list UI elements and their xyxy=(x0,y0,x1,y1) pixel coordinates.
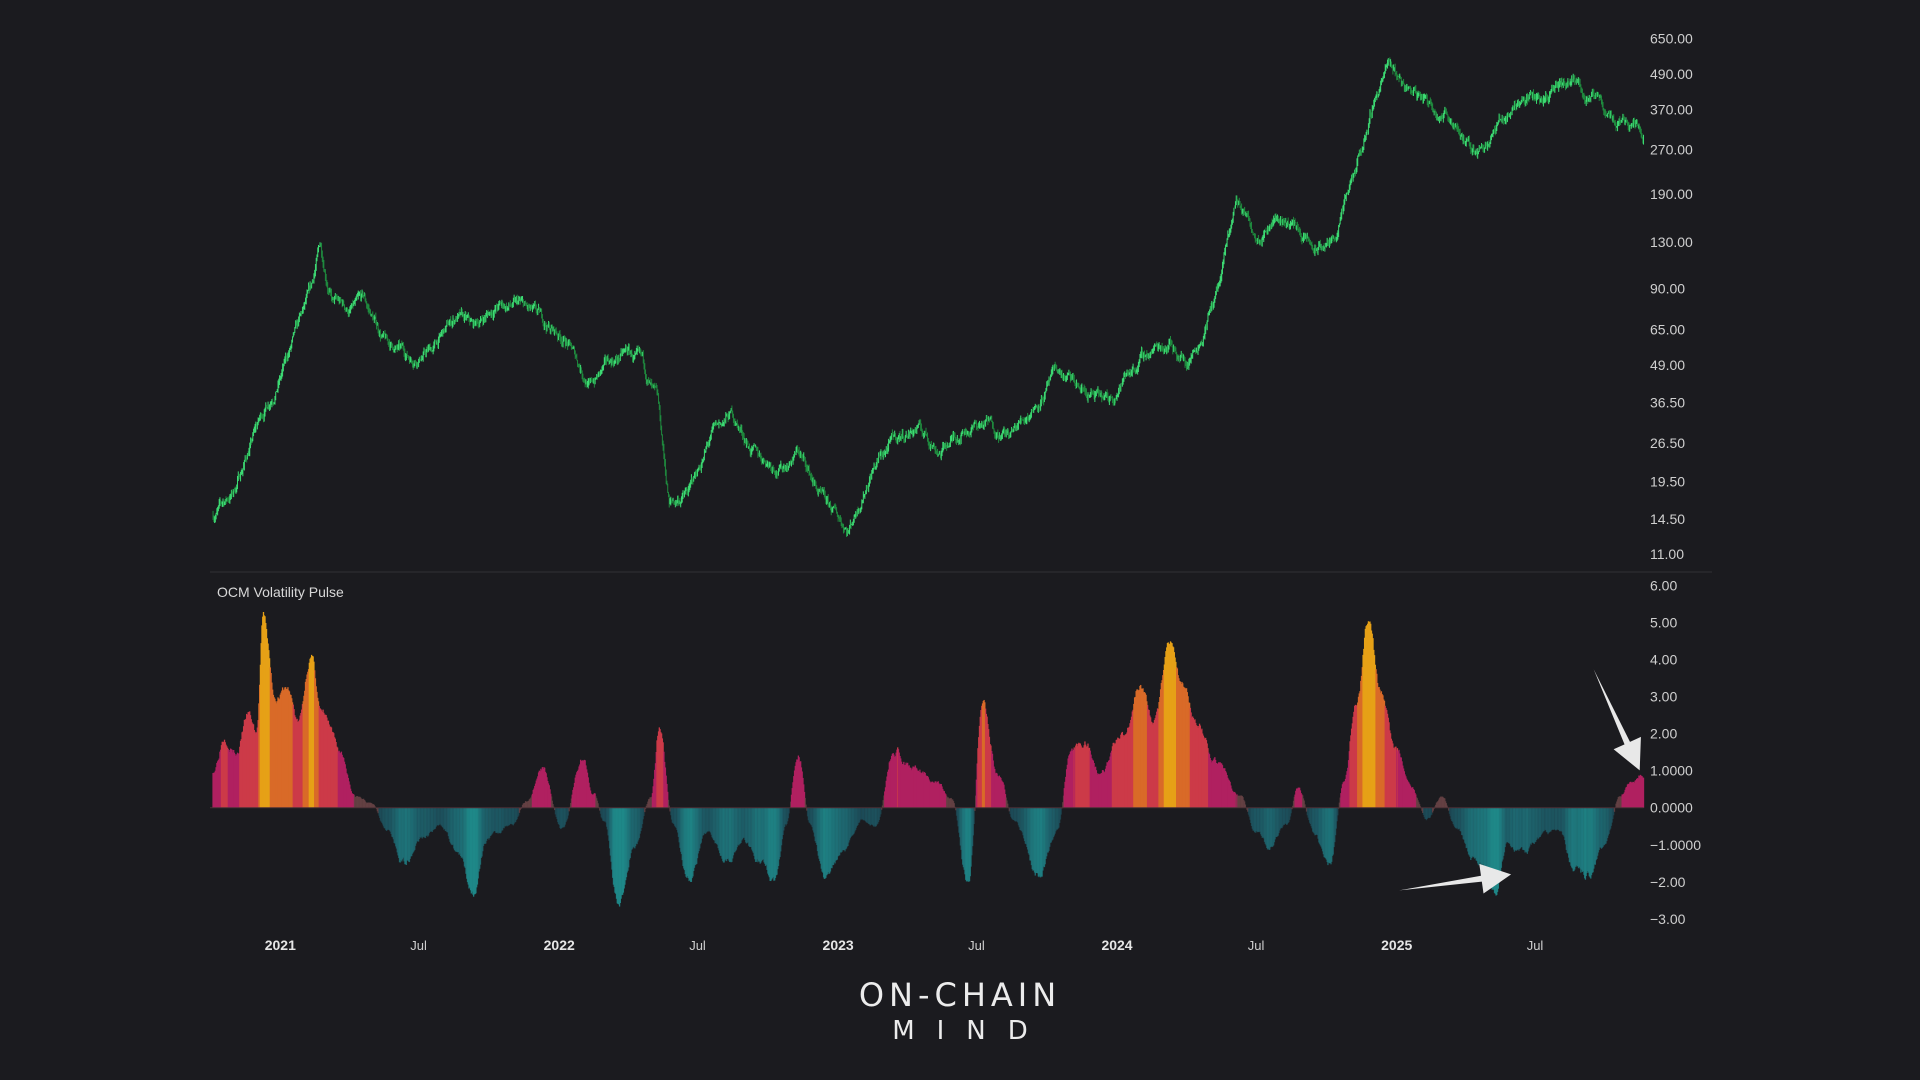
indicator-tick-label: −2.00 xyxy=(1650,874,1686,890)
indicator-tick-label: 2.00 xyxy=(1650,726,1677,742)
indicator-tick-label: −3.00 xyxy=(1650,911,1686,927)
indicator-tick-label: −1.0000 xyxy=(1650,837,1701,853)
arrow-right-icon xyxy=(1399,863,1512,894)
price-pane: 11.00 14.50 19.50 26.50 36.50 49.00 65.00 90.00… xyxy=(212,30,1693,562)
price-tick-label: 19.50 xyxy=(1650,474,1685,490)
indicator-tick-label: 4.00 xyxy=(1650,652,1677,668)
indicator-tick-label: 0.0000 xyxy=(1650,800,1693,816)
time-label-year: 2023 xyxy=(823,937,854,953)
indicator-tick-label: 6.00 xyxy=(1650,577,1677,593)
price-tick-label: 490.00 xyxy=(1650,66,1693,82)
time-label-month: Jul xyxy=(1527,938,1544,953)
indicator-title: OCM Volatility Pulse xyxy=(217,584,344,600)
price-tick-label: 130.00 xyxy=(1650,234,1693,250)
price-tick-label: 65.00 xyxy=(1650,321,1685,337)
time-label-month: Jul xyxy=(410,938,427,953)
time-axis: 2021 Jul 2022 Jul 2023 Jul 2024 Jul 2025 Jul xyxy=(265,937,1544,953)
price-tick-label: 14.50 xyxy=(1650,511,1685,527)
indicator-pane: OCM Volatility Pulse −3.00 −2.00 −1.0000 0.0… xyxy=(210,577,1701,927)
time-label-month: Jul xyxy=(689,938,706,953)
time-label-month: Jul xyxy=(1248,938,1265,953)
logo-line-2: MIND xyxy=(892,1016,1050,1046)
price-tick-label: 190.00 xyxy=(1650,186,1693,202)
time-label-year: 2025 xyxy=(1381,937,1412,953)
indicator-tick-label: 1.0000 xyxy=(1650,763,1693,779)
price-tick-label: 90.00 xyxy=(1650,280,1685,296)
price-tick-label: 270.00 xyxy=(1650,141,1693,157)
indicator-tick-label: 3.00 xyxy=(1650,689,1677,705)
price-tick-label: 26.50 xyxy=(1650,435,1685,451)
price-tick-label: 36.50 xyxy=(1650,394,1685,410)
arrow-down-right-icon xyxy=(1593,669,1641,771)
time-label-year: 2022 xyxy=(544,937,575,953)
price-tick-label: 370.00 xyxy=(1650,102,1693,118)
annotations xyxy=(1399,669,1641,894)
time-label-year: 2021 xyxy=(265,937,296,953)
indicator-tick-label: 5.00 xyxy=(1650,614,1677,630)
price-tick-label: 650.00 xyxy=(1650,30,1693,46)
price-tick-label: 49.00 xyxy=(1650,357,1685,373)
time-label-year: 2024 xyxy=(1101,937,1132,953)
price-tick-label: 11.00 xyxy=(1650,546,1684,562)
time-label-month: Jul xyxy=(968,938,985,953)
logo-line-1: ON-CHAIN xyxy=(858,976,1062,1014)
